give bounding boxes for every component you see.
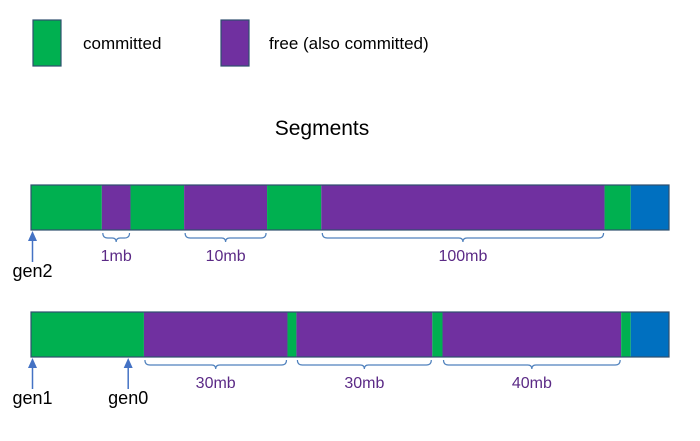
size-brace xyxy=(321,232,605,243)
size-brace xyxy=(184,232,267,243)
gen-arrow-head xyxy=(28,358,37,368)
gen-label: gen0 xyxy=(108,388,148,408)
size-label: 30mb xyxy=(344,375,384,392)
segment-outline xyxy=(30,311,670,358)
size-label: 10mb xyxy=(206,248,246,265)
block-free xyxy=(143,312,288,357)
block-committed xyxy=(621,312,631,357)
block-free xyxy=(296,312,433,357)
segment-gen2: 1mb 10mb 100mb gen2 xyxy=(12,184,670,281)
size-label: 100mb xyxy=(438,248,487,265)
block-reserved xyxy=(630,185,669,230)
legend-free-label: free (also committed) xyxy=(269,34,429,53)
block-committed xyxy=(267,185,322,230)
block-committed xyxy=(31,185,102,230)
segment-outline xyxy=(30,184,670,231)
size-brace xyxy=(296,359,432,370)
gen-arrow-head xyxy=(28,231,37,241)
size-label: 1mb xyxy=(101,248,132,265)
gen-label: gen2 xyxy=(12,261,52,281)
block-reserved xyxy=(630,312,669,357)
size-label: 30mb xyxy=(196,375,236,392)
gen-label: gen1 xyxy=(12,388,52,408)
size-label: 40mb xyxy=(512,375,552,392)
block-free xyxy=(101,185,131,230)
diagram-title: Segments xyxy=(275,117,370,140)
block-committed xyxy=(432,312,443,357)
gen-arrow-head xyxy=(123,358,133,368)
block-committed xyxy=(31,312,144,357)
size-brace xyxy=(144,359,288,370)
block-free xyxy=(184,185,268,230)
legend-free-swatch xyxy=(220,19,250,67)
size-brace xyxy=(442,359,621,370)
block-committed xyxy=(287,312,297,357)
segment-gen1: 30mb 30mb 40mb gen1 gen0 xyxy=(12,311,670,408)
block-free xyxy=(442,312,622,357)
block-committed xyxy=(604,185,631,230)
block-free xyxy=(321,185,605,230)
block-committed xyxy=(130,185,185,230)
size-brace xyxy=(102,232,131,243)
legend-committed-swatch xyxy=(32,19,62,67)
segments-layer: 1mb 10mb 100mb gen2 30mb 30mb 40mb gen1 gen0 xyxy=(12,184,670,408)
legend: committed free (also committed) xyxy=(32,19,429,67)
legend-committed-label: committed xyxy=(83,34,161,53)
